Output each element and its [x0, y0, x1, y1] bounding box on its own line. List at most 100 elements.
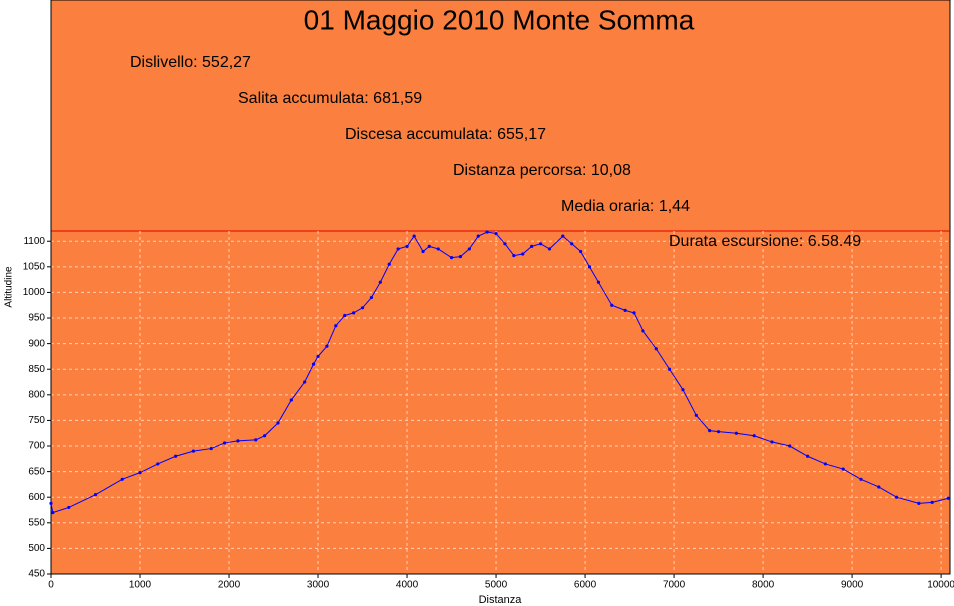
data-point	[654, 347, 658, 351]
data-point	[236, 439, 240, 443]
data-point	[449, 256, 454, 260]
y-tick-label: 550	[28, 517, 45, 528]
y-tick-label: 500	[28, 543, 45, 554]
data-point	[427, 244, 431, 248]
data-point	[369, 295, 374, 300]
y-tick-label: 700	[28, 441, 45, 452]
data-point	[788, 444, 792, 448]
data-point	[334, 324, 338, 328]
data-point	[138, 471, 142, 475]
chart-title: 01 Maggio 2010 Monte Somma	[304, 4, 695, 35]
y-axis-label: Altitudine	[4, 266, 15, 308]
x-tick-label: 10000	[927, 580, 954, 591]
data-point	[668, 367, 672, 371]
data-point	[930, 500, 934, 504]
data-point	[276, 421, 280, 425]
data-point	[156, 462, 160, 466]
data-point	[378, 280, 382, 284]
data-point	[467, 247, 471, 251]
data-point	[120, 477, 124, 481]
data-point	[316, 354, 320, 359]
y-tick-label: 900	[28, 338, 45, 349]
data-point	[805, 454, 810, 458]
x-tick-label: 4000	[396, 580, 419, 591]
data-point	[894, 495, 899, 499]
data-point	[209, 446, 213, 451]
annotation: Media oraria: 1,44	[561, 198, 690, 215]
data-point	[841, 467, 845, 471]
y-tick-label: 950	[28, 313, 45, 324]
data-point	[694, 413, 698, 417]
x-tick-label: 7000	[663, 580, 686, 591]
data-point	[222, 441, 227, 445]
data-point	[946, 496, 950, 500]
data-point	[436, 247, 440, 251]
x-tick-label: 5000	[485, 580, 508, 591]
data-point	[716, 430, 721, 434]
data-point	[547, 247, 552, 251]
data-point	[352, 311, 356, 315]
y-tick-label: 600	[28, 492, 45, 503]
y-tick-label: 850	[28, 364, 45, 375]
data-point	[538, 242, 543, 246]
data-point	[570, 242, 574, 246]
x-tick-label: 1000	[129, 580, 152, 591]
y-tick-label: 450	[28, 569, 45, 580]
data-point	[596, 280, 601, 284]
x-tick-label: 6000	[574, 580, 597, 591]
data-point	[49, 501, 53, 505]
data-point	[485, 230, 489, 234]
data-point	[360, 306, 365, 310]
data-point	[343, 313, 347, 318]
data-point	[512, 253, 516, 258]
data-point	[681, 388, 685, 392]
x-tick-label: 2000	[218, 580, 241, 591]
y-tick-label: 650	[28, 466, 45, 477]
annotation: Discesa accumulata: 655,17	[345, 126, 546, 143]
x-tick-label: 0	[48, 580, 54, 591]
data-point	[770, 440, 774, 444]
y-tick-label: 750	[28, 415, 45, 426]
data-point	[859, 477, 863, 481]
data-point	[623, 308, 627, 312]
data-point	[405, 244, 409, 248]
data-point	[503, 242, 507, 246]
annotation: Salita accumulata: 681,59	[238, 90, 422, 107]
data-point	[823, 462, 827, 466]
data-point	[174, 454, 178, 458]
y-tick-label: 1100	[23, 236, 45, 247]
data-point	[561, 234, 565, 238]
data-point	[325, 344, 329, 348]
annotation: Dislivello: 552,27	[130, 54, 251, 71]
x-tick-label: 9000	[841, 580, 864, 591]
annotation: Durata escursione: 6.58.49	[669, 233, 861, 250]
data-point	[587, 265, 592, 269]
data-point	[476, 234, 480, 238]
y-tick-label: 1000	[23, 287, 46, 298]
data-point	[67, 505, 71, 510]
data-point	[641, 329, 645, 333]
data-point	[734, 431, 738, 435]
data-point	[708, 429, 712, 433]
data-point	[752, 434, 756, 438]
data-point	[458, 254, 463, 259]
y-tick-label: 800	[28, 389, 45, 400]
data-point	[191, 449, 196, 453]
x-tick-label: 3000	[307, 580, 330, 591]
annotation: Distanza percorsa: 10,08	[453, 162, 631, 179]
data-point	[93, 493, 98, 497]
data-point	[263, 434, 267, 438]
data-point	[632, 311, 636, 315]
data-point	[530, 244, 534, 248]
data-point	[396, 247, 400, 251]
data-point	[421, 249, 425, 254]
data-point	[387, 262, 391, 266]
data-point	[303, 380, 307, 384]
data-point	[917, 501, 921, 505]
data-point	[51, 510, 55, 515]
x-tick-label: 8000	[752, 580, 775, 591]
data-point	[877, 485, 881, 489]
data-point	[579, 249, 583, 254]
data-point	[412, 234, 416, 238]
